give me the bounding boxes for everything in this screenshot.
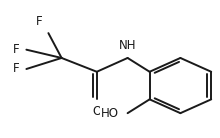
Text: F: F [13, 63, 20, 75]
Text: F: F [13, 43, 20, 56]
Text: O: O [92, 105, 101, 118]
Text: F: F [36, 15, 43, 28]
Text: NH: NH [119, 39, 136, 52]
Text: HO: HO [101, 107, 119, 120]
